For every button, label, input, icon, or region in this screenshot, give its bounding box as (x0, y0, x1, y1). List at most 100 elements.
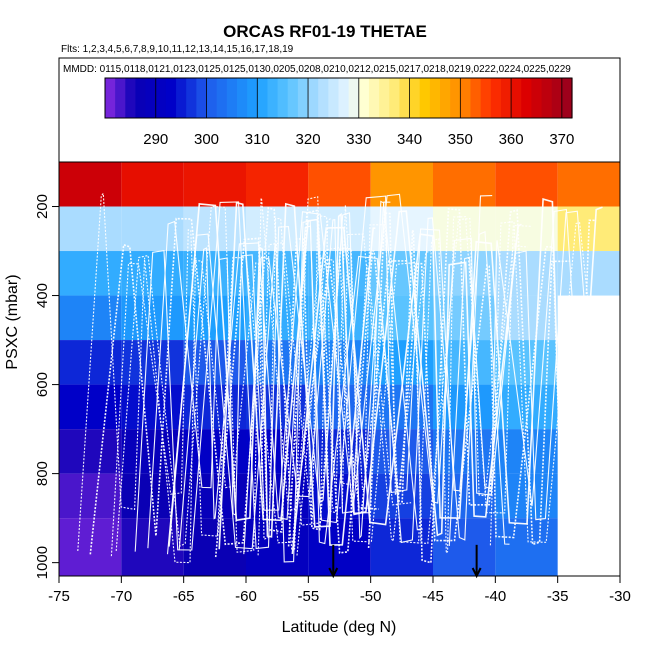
colorbar-segment (521, 78, 532, 118)
heatmap-cell (433, 162, 496, 207)
colorbar-segment (500, 78, 512, 118)
heatmap-cell (495, 518, 558, 576)
heatmap-cell (433, 518, 496, 576)
colorbar-tick-label: 320 (296, 131, 321, 148)
dates-label: MMDD: 0115,0118,0121,0123,0125,0125,0130… (63, 64, 571, 75)
colorbar-segment (135, 78, 147, 118)
colorbar-tick-label: 340 (397, 131, 422, 148)
heatmap-cell (121, 162, 184, 207)
heatmap-cell (59, 518, 122, 576)
heatmap-cell (308, 162, 371, 207)
flight-track (218, 201, 376, 550)
colorbar-segment (165, 78, 177, 118)
colorbar-segment (328, 78, 340, 118)
colorbar-segment (115, 78, 126, 118)
colorbar-segment (399, 78, 411, 118)
colorbar-frame (104, 77, 573, 119)
x-tick-label: -45 (422, 588, 444, 605)
x-axis: -75 -70 -65 -60 -55 -50 -45 -40 -35 -30 (48, 576, 631, 605)
colorbar-segment (470, 78, 482, 118)
flights-label: Flts: 1,2,3,4,5,6,7,8,9,10,11,12,13,14,1… (61, 44, 294, 55)
y-tick-label: 1000 (34, 546, 51, 579)
heatmap-cell (557, 162, 620, 207)
colorbar-segment (450, 78, 461, 118)
x-axis-label: Latitude (deg N) (282, 619, 397, 636)
colorbar-segment (368, 78, 380, 118)
colorbar-segment (105, 78, 116, 118)
x-tick-label: -60 (235, 588, 257, 605)
colorbar-segment (358, 78, 370, 118)
colorbar-tick-label: 290 (143, 131, 168, 148)
y-axis-label: PSXC (mbar) (4, 274, 21, 369)
colorbar-segment (145, 78, 157, 118)
heatmap-cell (121, 206, 184, 252)
flight-track (296, 217, 528, 556)
heatmap-cell (370, 162, 433, 207)
colorbar-segment (155, 78, 167, 118)
flight-track (448, 210, 613, 547)
colorbar-tick-label: 310 (245, 131, 270, 148)
heatmap-cell (59, 162, 122, 207)
flight-track (115, 196, 532, 555)
colorbar-segment (419, 78, 431, 118)
colorbar-segment (247, 78, 258, 118)
heatmap-cell (59, 295, 122, 341)
colorbar-segment (348, 78, 360, 118)
x-tick-label: -70 (110, 588, 132, 605)
heatmap-cell (495, 206, 558, 252)
flight-track (257, 214, 431, 556)
flight-track (489, 221, 620, 546)
heatmap-cell (557, 251, 620, 296)
colorbar-tick-label: 360 (499, 131, 524, 148)
colorbar-segment (318, 78, 329, 118)
flight-track (166, 201, 391, 563)
heatmap-cell (59, 384, 122, 430)
colorbar-segment (287, 78, 299, 118)
colorbar-segment (531, 78, 543, 118)
flight-tracks (77, 192, 620, 564)
x-tick-label: -50 (360, 588, 382, 605)
colorbar-segment (216, 78, 228, 118)
x-tick-label: -40 (484, 588, 506, 605)
colorbar-segment (379, 78, 390, 118)
flight-track (89, 206, 379, 555)
colorbar-segment (196, 78, 208, 118)
colorbar-segment (206, 78, 218, 118)
flight-track (367, 211, 596, 549)
x-tick-label: -35 (547, 588, 569, 605)
x-tick-label: -75 (48, 588, 70, 605)
colorbar-segment (257, 78, 269, 118)
heatmap-cell (246, 162, 309, 207)
y-tick-label: 200 (34, 194, 51, 219)
heatmap-cell (121, 384, 184, 430)
flight-track (178, 195, 493, 551)
colorbar-segment (460, 78, 472, 118)
colorbar-segment (267, 78, 279, 118)
colorbar-segment (308, 78, 319, 118)
chart-title: ORCAS RF01-19 THETAE (223, 22, 427, 41)
colorbar-segment (277, 78, 289, 118)
colorbar-segment (236, 78, 248, 118)
colorbar-segment (125, 78, 137, 118)
colorbar-tick-label: 350 (448, 131, 473, 148)
colorbar-tick-label: 330 (346, 131, 371, 148)
colorbar-segment (551, 78, 563, 118)
colorbar-segment (409, 78, 421, 118)
flight-track (287, 208, 570, 564)
x-tick-label: -55 (297, 588, 319, 605)
colorbar-tick-label: 370 (549, 131, 574, 148)
colorbar-segment (338, 78, 350, 118)
colorbar-segment (297, 78, 309, 118)
flight-track (168, 202, 522, 547)
colorbar-segment (429, 78, 441, 118)
heatmap-cell (59, 473, 122, 519)
heatmap-cell (246, 206, 309, 252)
y-tick-label: 400 (34, 283, 51, 308)
heatmap-cell (59, 206, 122, 252)
colorbar-segment (561, 78, 573, 118)
colorbar-segment (440, 78, 451, 118)
heatmap-cell (370, 518, 433, 576)
colorbar-segment (480, 78, 492, 118)
colorbar-segment (490, 78, 502, 118)
